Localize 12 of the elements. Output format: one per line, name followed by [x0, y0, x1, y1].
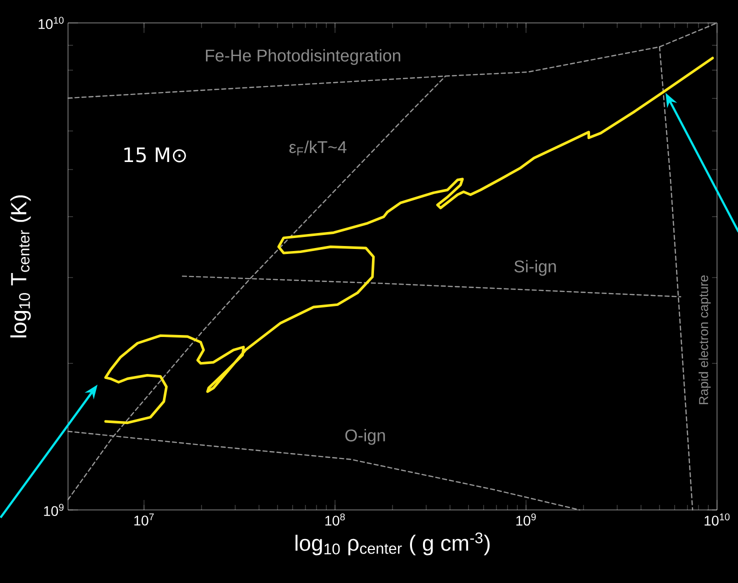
annotation: Fe-He Photodisintegration — [206, 49, 400, 65]
x-tick-label: 10$^{9}$ — [516, 513, 536, 526]
x-tick-label: 10$^{10}$ — [704, 513, 730, 526]
y-axis-title: log$_{10}$ T$_{center}$ (K) — [10, 195, 31, 338]
x-axis-title: log$_{10}$ ρ$_{center}$ ( g cm$^{-3}$) — [296, 532, 490, 556]
annotation: ε$_{F}$/kT~4 — [289, 140, 346, 156]
annotation: Si-ign — [514, 260, 556, 276]
x-tick-label: 10$^{7}$ — [134, 513, 154, 526]
annotation: O-ign — [345, 429, 385, 445]
annotation: Rapid electron capture — [698, 275, 711, 404]
annotation: 15 M⊙ — [124, 148, 186, 162]
x-tick-label: 10$^{8}$ — [325, 513, 345, 526]
